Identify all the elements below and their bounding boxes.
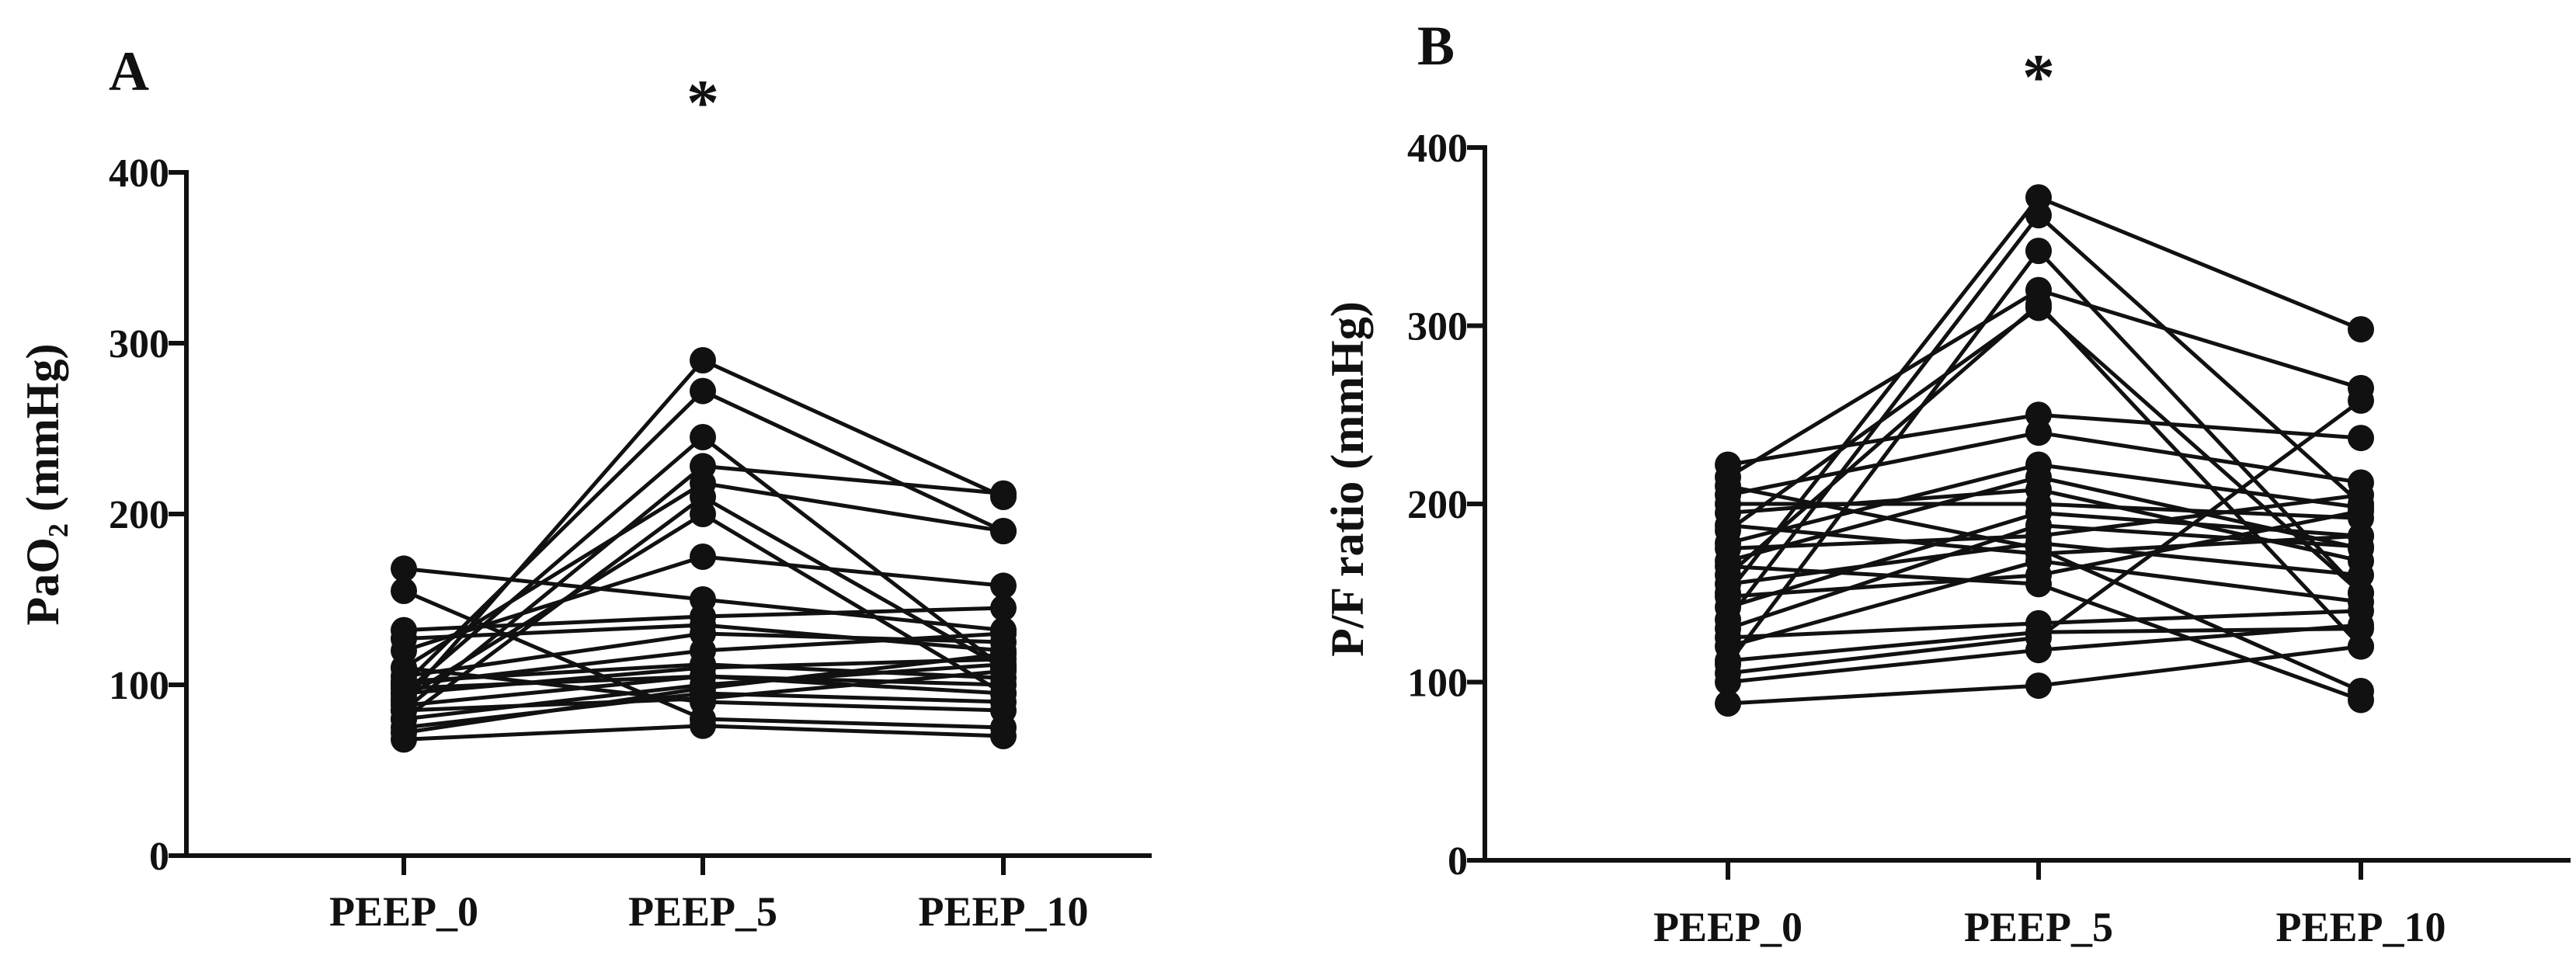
series-layer-a bbox=[391, 347, 1017, 753]
y-tick-label-b: 200 bbox=[1407, 483, 1468, 527]
y-tick-label-a: 400 bbox=[109, 151, 169, 196]
data-point-b bbox=[2348, 523, 2374, 550]
data-point-a bbox=[990, 572, 1017, 599]
y-axis-label-a: PaO₂ (mmHg) bbox=[17, 344, 68, 626]
data-point-a bbox=[690, 424, 716, 450]
significance-marker-a: * bbox=[687, 67, 719, 139]
data-point-a bbox=[391, 697, 417, 724]
data-point-b bbox=[2025, 571, 2052, 598]
x-categories-b: PEEP_0 PEEP_5 PEEP_10 bbox=[1653, 858, 2446, 950]
data-point-a bbox=[990, 620, 1017, 647]
data-point-b bbox=[1715, 660, 1741, 687]
y-tick-label-a: 300 bbox=[109, 322, 169, 366]
significance-marker-b: * bbox=[2022, 41, 2055, 113]
y-tick-label-a: 200 bbox=[109, 493, 169, 537]
panel-label-a: A bbox=[109, 40, 149, 102]
data-point-a bbox=[391, 625, 417, 652]
data-point-b bbox=[2348, 561, 2374, 589]
data-point-b bbox=[1715, 583, 1741, 610]
data-point-a bbox=[990, 641, 1017, 668]
x-category-label-b: PEEP_0 bbox=[1653, 904, 1803, 950]
data-point-a bbox=[990, 480, 1017, 507]
data-point-a bbox=[690, 675, 716, 702]
data-point-b bbox=[2025, 624, 2052, 651]
data-point-b bbox=[2348, 387, 2374, 414]
data-point-b bbox=[2025, 238, 2052, 265]
y-tick-label-a: 100 bbox=[109, 664, 169, 708]
y-tick-label-a: 0 bbox=[149, 835, 169, 879]
x-category-label-a: PEEP_0 bbox=[329, 888, 478, 935]
data-point-b bbox=[2025, 419, 2052, 446]
data-point-b bbox=[1715, 512, 1741, 539]
data-point-b bbox=[2025, 535, 2052, 562]
data-point-a bbox=[391, 555, 417, 582]
y-tick-label-b: 300 bbox=[1407, 305, 1468, 349]
data-point-b bbox=[2348, 633, 2374, 660]
data-point-b bbox=[2348, 686, 2374, 714]
series-layer-b bbox=[1715, 184, 2374, 717]
data-point-a bbox=[990, 595, 1017, 621]
data-point-a bbox=[990, 723, 1017, 749]
data-point-b bbox=[1715, 473, 1741, 500]
y-axis-label-b: P/F ratio (mmHg) bbox=[1322, 301, 1373, 657]
data-point-b bbox=[2348, 612, 2374, 639]
data-point-a bbox=[391, 578, 417, 604]
data-point-b bbox=[2348, 498, 2374, 525]
y-tick-label-b: 400 bbox=[1407, 127, 1468, 171]
data-point-a bbox=[690, 501, 716, 527]
x-categories-a: PEEP_0 PEEP_5 PEEP_10 bbox=[329, 853, 1089, 935]
data-point-a bbox=[391, 719, 417, 746]
data-point-a bbox=[990, 665, 1017, 692]
chart-panel-b: B * P/F ratio (mmHg) 0 100 200 300 400 PEEP_… bbox=[1322, 15, 2571, 950]
data-point-a bbox=[690, 347, 716, 373]
data-point-b bbox=[1715, 553, 1741, 580]
data-point-a bbox=[690, 712, 716, 739]
data-point-a bbox=[391, 668, 417, 695]
y-tick-label-b: 100 bbox=[1407, 662, 1468, 706]
data-point-a bbox=[690, 377, 716, 405]
data-point-a bbox=[990, 518, 1017, 544]
data-point-b bbox=[1715, 624, 1741, 651]
x-category-label-a: PEEP_5 bbox=[628, 888, 777, 935]
data-point-b bbox=[1715, 690, 1741, 717]
x-category-label-a: PEEP_10 bbox=[918, 888, 1088, 935]
x-category-label-b: PEEP_5 bbox=[1964, 904, 2113, 950]
panel-label-b: B bbox=[1417, 15, 1455, 77]
data-point-b bbox=[2025, 202, 2052, 229]
data-point-b bbox=[1715, 451, 1741, 478]
data-point-b bbox=[2025, 290, 2052, 318]
data-point-a bbox=[690, 544, 716, 570]
data-point-b bbox=[2025, 672, 2052, 700]
y-ticks-b: 0 100 200 300 400 bbox=[1407, 127, 1487, 884]
data-point-a bbox=[690, 651, 716, 678]
data-point-b bbox=[2348, 425, 2374, 452]
y-tick-label-b: 0 bbox=[1448, 839, 1468, 884]
y-ticks-a: 0 100 200 300 400 bbox=[109, 151, 189, 879]
x-category-label-b: PEEP_10 bbox=[2275, 904, 2446, 950]
data-point-b bbox=[2348, 316, 2374, 343]
